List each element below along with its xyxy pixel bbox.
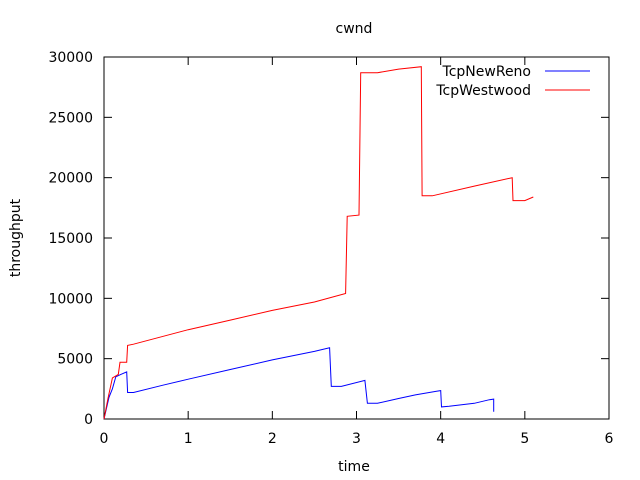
- series-line-tcpnewreno: [103, 347, 495, 420]
- x-tick-label: 5: [520, 431, 529, 447]
- series-line-tcpwestwood: [103, 66, 534, 420]
- x-tick-label: 4: [436, 431, 445, 447]
- series-lines: [103, 66, 534, 420]
- y-axis-label: throughput: [8, 198, 24, 277]
- x-tick-label: 6: [605, 431, 614, 447]
- x-tick-label: 3: [352, 431, 361, 447]
- legend-label-tcpnewreno: TcpNewReno: [442, 64, 531, 80]
- x-tick-label: 1: [184, 431, 193, 447]
- x-tick-label: 0: [100, 431, 109, 447]
- y-tick-label: 0: [84, 412, 93, 428]
- y-tick-label: 25000: [48, 110, 93, 126]
- y-tick-label: 15000: [48, 231, 93, 247]
- y-tick-label: 10000: [48, 291, 93, 307]
- y-tick-label: 5000: [57, 352, 93, 368]
- legend: TcpNewReno TcpWestwood: [435, 64, 590, 99]
- chart-title: cwnd: [336, 21, 373, 37]
- legend-label-tcpwestwood: TcpWestwood: [435, 83, 531, 99]
- y-tick-label: 30000: [48, 50, 93, 66]
- plot-frame: [103, 56, 610, 420]
- x-axis-label: time: [338, 459, 370, 475]
- axis-ticks: 0 1 2 3 4 5 6 0 5000 10000 15000 20000 25000 30000: [48, 50, 613, 447]
- x-tick-label: 2: [268, 431, 277, 447]
- y-tick-label: 20000: [48, 171, 93, 187]
